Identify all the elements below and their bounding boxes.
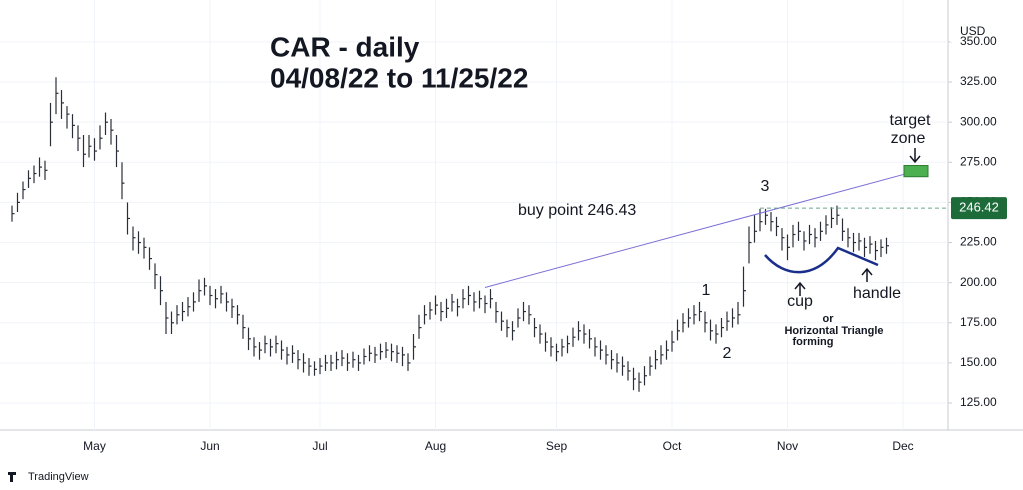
price-label: 246.42 [959, 200, 999, 215]
y-tick-label: 125.00 [960, 395, 997, 409]
note: or [823, 313, 835, 325]
grid-layer [0, 0, 952, 430]
x-tick-label: Oct [663, 439, 682, 453]
arrow [861, 267, 873, 282]
x-tick-label: Nov [777, 439, 798, 453]
y-tick-label: 275.00 [960, 154, 997, 168]
chart-title: CAR - daily [270, 31, 420, 62]
y-tick-label: 325.00 [960, 74, 997, 88]
brand-logo [8, 472, 16, 482]
currency: USD [960, 24, 986, 38]
chart-subtitle: 04/08/22 to 11/25/22 [270, 62, 528, 93]
brand: TradingView [28, 471, 89, 483]
note: Horizontal Triangle [784, 325, 883, 337]
x-tick-label: May [83, 439, 106, 453]
x-tick-label: Sep [546, 439, 568, 453]
x-tick-label: Dec [892, 439, 913, 453]
wave-label: 1 [702, 282, 711, 299]
y-tick-label: 175.00 [960, 315, 997, 329]
y-tick-label: 350.00 [960, 34, 997, 48]
y-tick-label: 200.00 [960, 275, 997, 289]
x-tick-label: Aug [425, 439, 446, 453]
x-tick-label: Jul [312, 439, 327, 453]
currency-bg [950, 20, 990, 42]
cup-curve [764, 246, 879, 274]
wave-label: 3 [761, 178, 770, 195]
buy-point-label: buy point 246.43 [518, 202, 636, 219]
y-tick-label: 300.00 [960, 114, 997, 128]
cup-label: cup [787, 293, 813, 310]
x-tick-label: Jun [200, 439, 219, 453]
arrow [794, 281, 806, 296]
note: forming [793, 336, 834, 348]
arrow [909, 148, 921, 164]
target-label: target [890, 112, 931, 129]
target-zone [903, 164, 929, 178]
price-label-bg [951, 197, 1007, 220]
target-label: zone [891, 130, 926, 147]
y-tick-label: 150.00 [960, 355, 997, 369]
wave-label: 2 [723, 345, 732, 362]
handle-label: handle [853, 285, 901, 302]
bar-layer [11, 77, 889, 392]
trendline [484, 169, 920, 288]
y-tick-label: 225.00 [960, 235, 997, 249]
